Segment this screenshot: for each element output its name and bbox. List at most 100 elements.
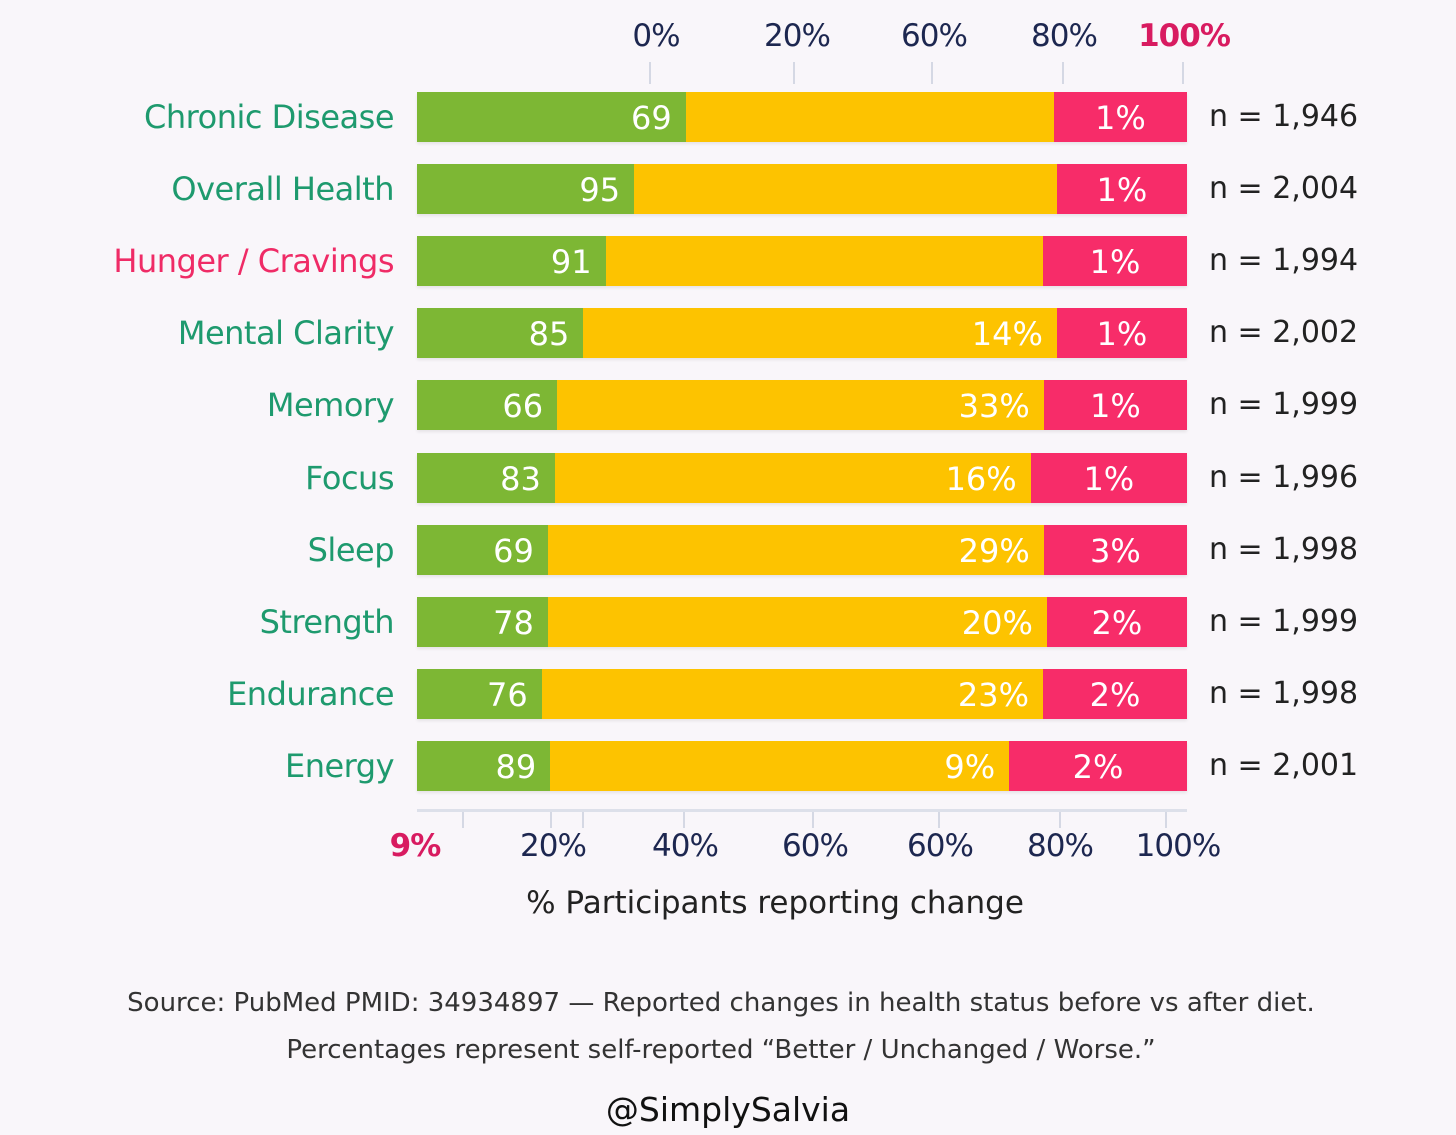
segment-unchanged-label: 29% (958, 531, 1030, 570)
category-label: Chronic Disease (144, 98, 394, 136)
segment-unchanged: 29% (547, 524, 1044, 575)
sample-size-label: n = 1,999 (1209, 603, 1359, 639)
stacked-bar: 83 16% 1% (417, 452, 1187, 503)
segment-worse-label: 2% (1089, 675, 1141, 714)
source-line-2: Percentages represent self-reported “Bet… (286, 1035, 1156, 1065)
top-tick-label: 60% (901, 18, 968, 54)
bottom-tick-label: 100% (1135, 828, 1222, 864)
stacked-bar: 76 23% 2% (417, 668, 1187, 719)
segment-unchanged: 33% (557, 380, 1044, 431)
segment-better-label: 85 (528, 315, 570, 354)
segment-better: 66 (417, 380, 558, 431)
top-tick-mark (649, 62, 651, 84)
segment-unchanged (634, 164, 1057, 215)
bar-row: Memory 66 33% 1% n = 1,999 (0, 380, 1456, 431)
top-tick-mark (931, 62, 933, 84)
category-label: Sleep (307, 530, 395, 569)
sample-size-label: n = 1,994 (1209, 243, 1359, 279)
segment-unchanged (605, 236, 1043, 287)
bottom-tick-label: 40% (652, 828, 719, 864)
author-handle: @SimplySalvia (605, 1090, 851, 1129)
sample-size-label: n = 1,998 (1209, 675, 1359, 711)
stacked-bar: 95 1% (417, 164, 1187, 215)
bottom-tick-label: 60% (782, 828, 849, 864)
bottom-tick-mark (1165, 812, 1167, 828)
segment-better: 78 (417, 596, 548, 647)
bottom-tick-label: 9% (389, 828, 442, 864)
top-tick-label: 0% (632, 18, 680, 54)
top-tick-mark (793, 62, 795, 84)
segment-better-label: 89 (495, 747, 537, 786)
stacked-bar: 89 9% 2% (417, 740, 1187, 791)
segment-worse-label: 1% (1089, 243, 1141, 282)
bar-row: Sleep 69 29% 3% n = 1,998 (0, 524, 1456, 575)
segment-worse-label: 1% (1083, 459, 1135, 498)
segment-worse: 2% (1009, 740, 1187, 791)
bar-row: Energy 89 9% 2% n = 2,001 (0, 740, 1456, 791)
category-label: Hunger / Cravings (113, 242, 394, 281)
source-line-1: Source: PubMed PMID: 34934897 — Reported… (127, 988, 1315, 1018)
segment-worse: 1% (1056, 164, 1187, 215)
sample-size-label: n = 1,999 (1209, 387, 1359, 423)
bar-row: Chronic Disease 69 1% n = 1,946 (0, 92, 1456, 142)
bottom-tick-label: 20% (520, 828, 587, 864)
segment-better-label: 95 (579, 171, 621, 210)
segment-unchanged-label: 14% (971, 315, 1043, 354)
segment-worse-label: 2% (1091, 603, 1143, 642)
bar-row: Mental Clarity 85 14% 1% n = 2,002 (0, 308, 1456, 359)
segment-better: 89 (417, 740, 551, 791)
segment-better: 76 (417, 668, 542, 719)
segment-worse: 3% (1043, 524, 1187, 575)
bottom-tick-mark (683, 812, 685, 828)
segment-unchanged: 16% (554, 452, 1031, 503)
segment-better-label: 69 (493, 531, 534, 570)
segment-unchanged: 14% (583, 308, 1057, 359)
stacked-bar: 85 14% 1% (417, 308, 1187, 359)
stacked-bar: 91 1% (417, 236, 1187, 287)
bar-row: Endurance 76 23% 2% n = 1,998 (0, 668, 1456, 719)
segment-worse-label: 2% (1072, 747, 1124, 786)
segment-better: 95 (417, 164, 635, 215)
bottom-tick-mark (1059, 812, 1061, 828)
top-tick-label: 100% (1138, 18, 1231, 54)
category-label: Endurance (227, 674, 394, 713)
segment-unchanged-label: 23% (957, 675, 1029, 714)
segment-worse-label: 3% (1089, 531, 1141, 570)
segment-better: 85 (417, 308, 584, 359)
segment-worse-label: 1% (1094, 99, 1146, 137)
segment-better: 91 (417, 236, 606, 287)
stacked-bar: 78 20% 2% (417, 596, 1187, 647)
segment-worse: 2% (1043, 668, 1187, 719)
bottom-tick-label: 60% (907, 828, 974, 864)
bottom-tick-mark (582, 812, 584, 828)
top-tick-label: 20% (764, 18, 831, 54)
bottom-tick-mark (550, 812, 552, 828)
segment-better-label: 91 (550, 243, 592, 282)
segment-unchanged-label: 33% (958, 387, 1030, 426)
x-axis-label: % Participants reporting change (526, 885, 1024, 921)
category-label: Energy (284, 746, 395, 785)
stacked-bar: 69 1% (417, 92, 1187, 142)
segment-unchanged-label: 16% (945, 459, 1017, 498)
x-axis-line (417, 809, 1187, 812)
segment-worse-label: 1% (1089, 387, 1141, 426)
sample-size-label: n = 2,001 (1209, 747, 1359, 783)
segment-better: 83 (417, 452, 555, 503)
segment-unchanged: 9% (550, 740, 1010, 791)
segment-worse: 1% (1030, 452, 1187, 503)
bar-row: Focus 83 16% 1% n = 1,996 (0, 452, 1456, 503)
sample-size-label: n = 2,004 (1209, 171, 1359, 207)
segment-unchanged-label: 20% (961, 603, 1033, 642)
segment-unchanged: 23% (541, 668, 1043, 719)
segment-worse-label: 1% (1096, 171, 1148, 210)
segment-worse: 1% (1043, 380, 1187, 431)
segment-better-label: 69 (631, 99, 672, 137)
sample-size-label: n = 1,998 (1209, 531, 1359, 567)
sample-size-label: n = 2,002 (1209, 315, 1359, 351)
segment-better: 69 (417, 92, 686, 142)
bottom-tick-mark (462, 812, 464, 828)
segment-worse: 1% (1053, 92, 1187, 142)
category-label: Overall Health (171, 170, 394, 209)
top-tick-mark (1182, 62, 1184, 84)
